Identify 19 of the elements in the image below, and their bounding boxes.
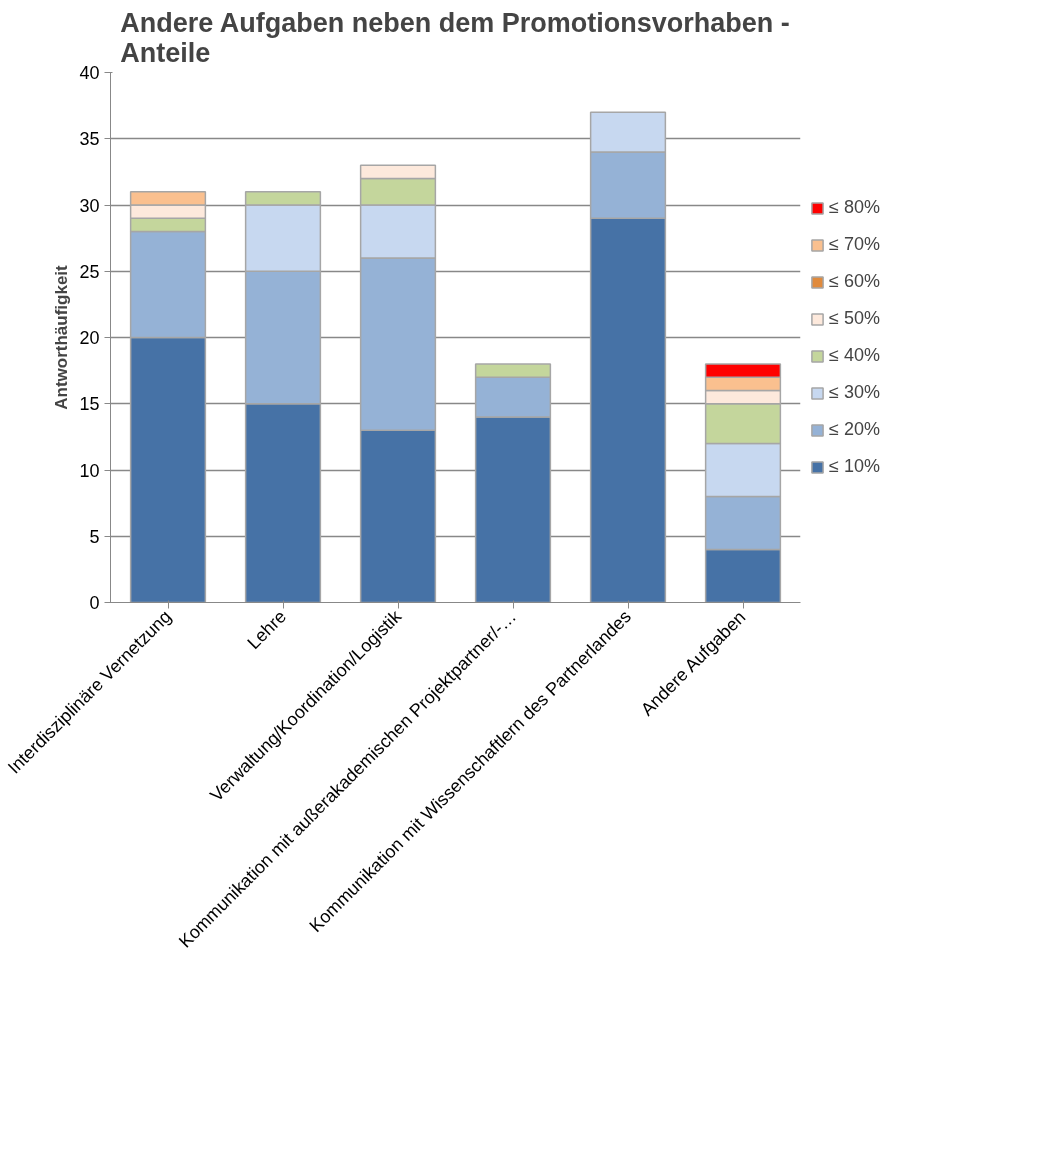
- y-tick-label: 40: [79, 63, 100, 83]
- chart-title: Andere Aufgaben neben dem Promotionsvorhaben - Anteile: [120, 7, 790, 68]
- legend-label: ≤ 70%: [829, 234, 880, 255]
- y-tick-label: 25: [79, 261, 100, 282]
- legend-label: ≤ 20%: [829, 419, 880, 440]
- y-tick-label: 30: [79, 195, 100, 216]
- y-tick-label: 15: [79, 394, 100, 415]
- y-tick-label: 10: [79, 460, 100, 481]
- y-axis-title: Antworthäufigkeit: [52, 264, 72, 410]
- y-tick-label: 35: [79, 129, 100, 150]
- legend-label: ≤ 50%: [829, 308, 880, 329]
- legend-label: ≤ 30%: [829, 382, 880, 403]
- y-tick-label: 20: [79, 328, 100, 348]
- legend-label: ≤ 60%: [829, 271, 880, 292]
- legend-label: ≤ 80%: [829, 197, 880, 218]
- y-tick-label: 0: [89, 593, 100, 613]
- y-tick-label: 5: [89, 526, 100, 547]
- legend-label: ≤ 40%: [829, 345, 880, 366]
- legend-label: ≤ 10%: [829, 456, 880, 477]
